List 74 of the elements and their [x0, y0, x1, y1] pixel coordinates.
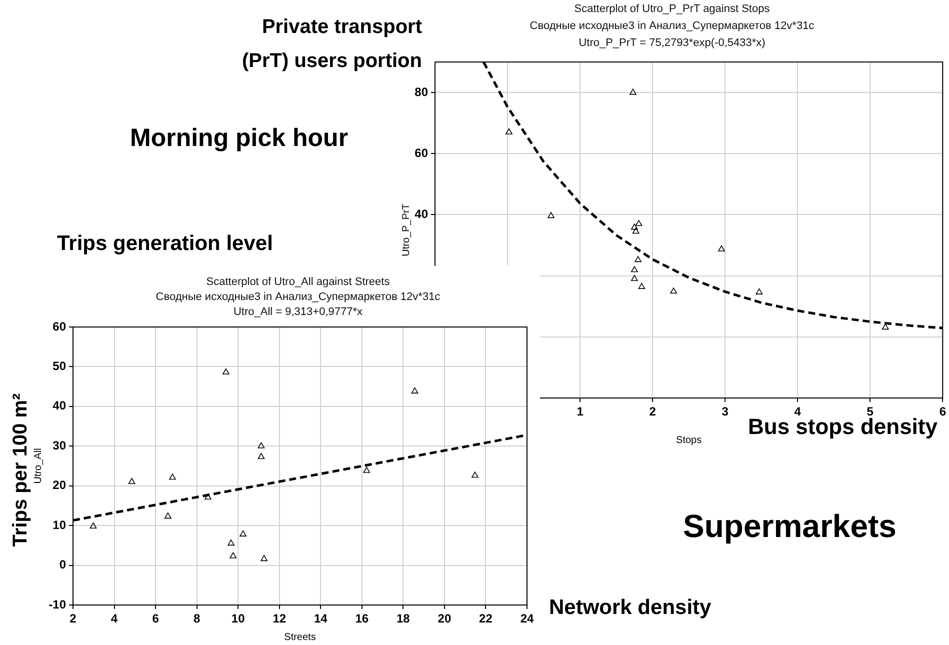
point — [631, 266, 638, 272]
chart-subtitle: Сводные исходные3 in Анализ_Супермаркетов 12v*31c — [156, 291, 440, 303]
point — [258, 442, 265, 448]
x-tick-label: 10 — [231, 612, 246, 626]
x-tick-label: 8 — [193, 612, 200, 626]
chart-title: Scatterplot of Utro_All against Streets — [206, 276, 390, 288]
point — [169, 474, 176, 480]
text: Supermarkets — [683, 507, 896, 546]
text: Utro_P_PrT = 75,2793*exp(-0,5433*x) — [578, 37, 766, 49]
point — [506, 128, 512, 134]
x-tick-label: 14 — [314, 612, 328, 626]
point — [635, 220, 642, 226]
point — [411, 387, 418, 394]
point — [363, 466, 370, 473]
x-axis-title: Stops — [676, 434, 702, 446]
text: Morning pick hour — [130, 123, 348, 154]
y-tick-label: 40 — [414, 207, 428, 222]
y-axis-title: Utro_P_PrT — [400, 204, 412, 256]
y-tick-label: 30 — [52, 438, 66, 452]
x-tick-label: 12 — [272, 612, 286, 626]
point — [260, 555, 268, 562]
point — [718, 245, 725, 252]
point — [472, 472, 478, 478]
point — [240, 530, 246, 536]
y-tick-label: 0 — [59, 558, 66, 572]
x-tick-label: 2 — [70, 612, 77, 626]
text: Utro_All = 9,313+0,9777*x — [233, 306, 363, 318]
x-tick-label: 18 — [396, 612, 410, 626]
point — [90, 522, 97, 529]
x-tick-label: 1 — [576, 404, 584, 419]
text: Private transport (PrT) users portion — [240, 15, 422, 74]
y-tick-label: 20 — [52, 478, 66, 492]
x-tick-label: 4 — [110, 612, 118, 626]
x-axis-title: Streets — [284, 632, 316, 643]
x-tick-label: 5 — [866, 404, 874, 419]
point — [228, 540, 235, 546]
chart-title: Scatterplot of Utro_P_PrT against Stops — [574, 3, 770, 15]
x-tick-label: 16 — [355, 612, 369, 626]
x-tick-label: 6 — [939, 404, 946, 419]
y-axis-title: Utro_All — [32, 448, 44, 484]
point — [756, 288, 763, 294]
point — [128, 478, 136, 484]
point — [630, 88, 636, 95]
point — [258, 452, 265, 460]
x-tick-label: 2 — [649, 404, 656, 419]
point — [548, 212, 554, 218]
chart-subtitle: Сводные исходные3 in Анализ_Супермаркетов 12v*31c — [530, 20, 814, 32]
text: Trips generation level — [57, 231, 273, 257]
point — [631, 274, 638, 282]
x-tick-label: 4 — [794, 404, 802, 419]
text: Trips per 100 m² — [9, 393, 32, 547]
y-tick-label: 60 — [414, 146, 428, 160]
point — [638, 282, 646, 289]
x-tick-label: 20 — [438, 612, 452, 626]
point — [631, 224, 638, 230]
x-tick-label: 6 — [152, 612, 160, 626]
point — [222, 368, 230, 374]
text: Network density — [549, 595, 712, 621]
point — [230, 552, 237, 558]
y-tick-label: 80 — [414, 84, 428, 99]
x-tick-label: 22 — [479, 612, 493, 626]
y-tick-label: -10 — [48, 597, 66, 612]
point — [634, 256, 642, 262]
x-tick-label: 24 — [520, 612, 534, 626]
y-tick-label: 60 — [52, 319, 66, 334]
y-tick-label: 10 — [52, 518, 66, 532]
point — [632, 228, 640, 234]
point — [670, 287, 678, 294]
y-tick-label: 40 — [52, 398, 66, 413]
point — [882, 324, 889, 330]
point — [204, 493, 212, 500]
x-tick-label: 3 — [722, 404, 729, 419]
y-tick-label: 50 — [52, 359, 66, 374]
point — [164, 512, 172, 519]
